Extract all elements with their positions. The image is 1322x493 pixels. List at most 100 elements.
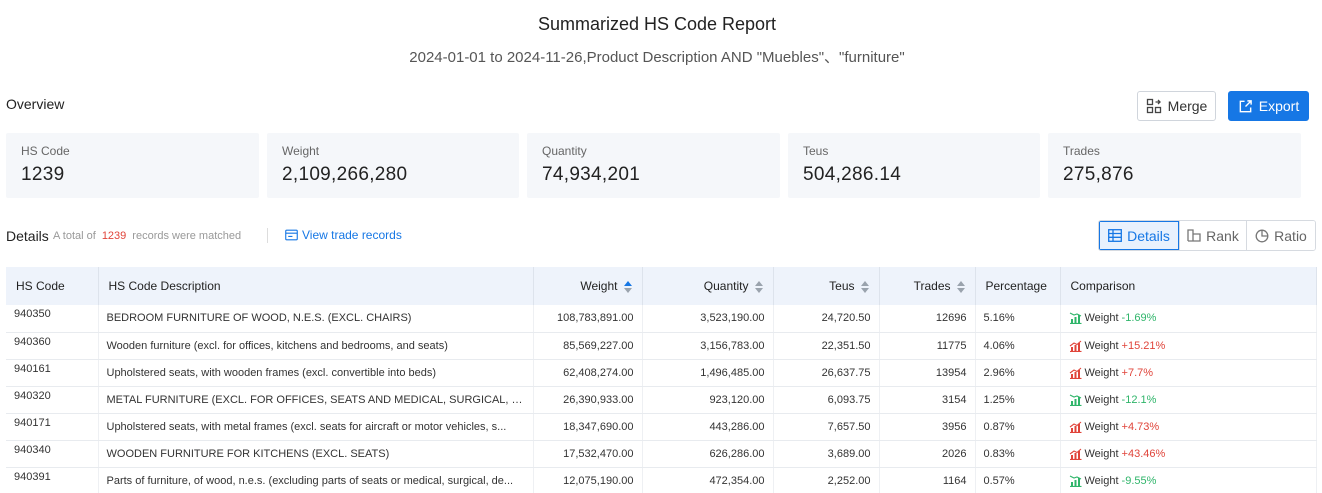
meta-prefix: A total of: [53, 230, 96, 242]
comparison-label: Weight: [1084, 474, 1119, 487]
trend-down-icon: [1069, 475, 1081, 487]
comparison-cell: Weight +4.73%: [1060, 413, 1317, 441]
hs-code-cell: 940340: [6, 440, 99, 468]
percentage-cell: 4.06%: [975, 332, 1061, 360]
stat-card-quantity: Quantity 74,934,201: [527, 133, 780, 198]
sort-icon[interactable]: [623, 280, 632, 293]
comparison-label: Weight: [1084, 366, 1119, 379]
trades-cell: 2026: [879, 440, 976, 468]
trend-up-icon: [1069, 367, 1081, 379]
table-row[interactable]: 940340 WOODEN FURNITURE FOR KITCHENS (EXC…: [6, 440, 1317, 468]
table-row[interactable]: 940391 Parts of furniture, of wood, n.e.s…: [6, 467, 1317, 493]
records-icon: [285, 229, 298, 241]
rank-icon: [1187, 229, 1201, 242]
tab-ratio[interactable]: Ratio: [1246, 221, 1315, 250]
teus-cell: 24,720.50: [773, 305, 880, 333]
hs-code-cell: 940360: [6, 332, 99, 360]
tab-ratio-label: Ratio: [1274, 227, 1307, 244]
description-cell: METAL FURNITURE (EXCL. FOR OFFICES, SEAT…: [98, 386, 534, 414]
comparison-cell: Weight -12.1%: [1060, 386, 1317, 414]
stat-card-trades: Trades 275,876: [1048, 133, 1301, 198]
quantity-cell: 472,354.00: [642, 467, 774, 493]
teus-cell: 22,351.50: [773, 332, 880, 360]
sort-icon[interactable]: [754, 280, 763, 293]
weight-cell: 18,347,690.00: [533, 413, 643, 441]
export-button-label: Export: [1258, 98, 1300, 114]
stat-label: Quantity: [542, 144, 587, 158]
comparison-cell: Weight -1.69%: [1060, 305, 1317, 333]
column-header-comparison: Comparison: [1060, 267, 1317, 305]
hs-code-cell: 940161: [6, 359, 99, 387]
stat-value: 504,286.14: [803, 164, 902, 185]
export-button[interactable]: Export: [1228, 91, 1309, 121]
quantity-cell: 443,286.00: [642, 413, 774, 441]
records-count: 1239: [101, 230, 127, 242]
column-header-quantity[interactable]: Quantity: [642, 267, 774, 305]
teus-cell: 26,637.75: [773, 359, 880, 387]
stat-value: 74,934,201: [542, 164, 641, 185]
tab-rank-label: Rank: [1206, 227, 1239, 244]
table-row[interactable]: 940320 METAL FURNITURE (EXCL. FOR OFFICES…: [6, 386, 1317, 414]
comparison-label: Weight: [1084, 420, 1119, 433]
stat-value: 2,109,266,280: [282, 164, 408, 185]
stat-value: 1239: [21, 164, 65, 185]
comparison-value: +4.73%: [1121, 420, 1160, 433]
table-body: 940350 BEDROOM FURNITURE OF WOOD, N.E.S. …: [6, 305, 1317, 493]
description-cell: Upholstered seats, with wooden frames (e…: [98, 359, 534, 387]
merge-button[interactable]: Merge: [1137, 91, 1216, 121]
tab-details[interactable]: Details: [1099, 221, 1179, 250]
description-cell: Parts of furniture, of wood, n.e.s. (exc…: [98, 467, 534, 493]
table-row[interactable]: 940171 Upholstered seats, with metal fram…: [6, 413, 1317, 441]
export-icon: [1239, 99, 1252, 112]
sort-icon[interactable]: [956, 280, 965, 293]
column-header-trades[interactable]: Trades: [879, 267, 976, 305]
view-trade-records-link[interactable]: View trade records: [285, 228, 402, 242]
comparison-label: Weight: [1084, 312, 1119, 325]
trend-up-icon: [1069, 448, 1081, 460]
pie-chart-icon: [1255, 229, 1269, 242]
description-cell: Upholstered seats, with metal frames (ex…: [98, 413, 534, 441]
comparison-cell: Weight +15.21%: [1060, 332, 1317, 360]
quantity-cell: 3,156,783.00: [642, 332, 774, 360]
column-header-hs-code: HS Code: [6, 267, 99, 305]
trades-cell: 3154: [879, 386, 976, 414]
weight-cell: 12,075,190.00: [533, 467, 643, 493]
stat-card-teus: Teus 504,286.14: [788, 133, 1040, 198]
meta-suffix: records were matched: [132, 230, 242, 242]
weight-cell: 85,569,227.00: [533, 332, 643, 360]
trades-cell: 13954: [879, 359, 976, 387]
trades-cell: 3956: [879, 413, 976, 441]
quantity-cell: 923,120.00: [642, 386, 774, 414]
description-cell: Wooden furniture (excl. for offices, kit…: [98, 332, 534, 360]
comparison-value: -1.69%: [1121, 312, 1157, 325]
percentage-cell: 0.57%: [975, 467, 1061, 493]
percentage-cell: 1.25%: [975, 386, 1061, 414]
percentage-cell: 2.96%: [975, 359, 1061, 387]
stat-value: 275,876: [1063, 164, 1134, 185]
stat-card-weight: Weight 2,109,266,280: [267, 133, 519, 198]
trend-up-icon: [1069, 340, 1081, 352]
stat-label: Weight: [282, 144, 320, 158]
comparison-value: -9.55%: [1121, 474, 1157, 487]
table-row[interactable]: 940161 Upholstered seats, with wooden fra…: [6, 359, 1317, 387]
comparison-value: +15.21%: [1121, 339, 1166, 352]
sort-icon[interactable]: [860, 280, 869, 293]
percentage-cell: 0.87%: [975, 413, 1061, 441]
teus-cell: 2,252.00: [773, 467, 880, 493]
column-header-teus[interactable]: Teus: [773, 267, 880, 305]
trades-cell: 11775: [879, 332, 976, 360]
hs-code-cell: 940350: [6, 305, 99, 333]
description-cell: WOODEN FURNITURE FOR KITCHENS (EXCL. SEA…: [98, 440, 534, 468]
table-row[interactable]: 940360 Wooden furniture (excl. for office…: [6, 332, 1317, 360]
tab-rank[interactable]: Rank: [1179, 221, 1246, 250]
tab-details-label: Details: [1127, 227, 1170, 244]
table-header-row: HS Code HS Code Description Weight Quant…: [6, 267, 1317, 305]
overview-heading: Overview: [6, 96, 65, 112]
comparison-cell: Weight -9.55%: [1060, 467, 1317, 493]
quantity-cell: 626,286.00: [642, 440, 774, 468]
column-header-weight[interactable]: Weight: [533, 267, 643, 305]
description-cell: BEDROOM FURNITURE OF WOOD, N.E.S. (EXCL.…: [98, 305, 534, 333]
table-row[interactable]: 940350 BEDROOM FURNITURE OF WOOD, N.E.S. …: [6, 305, 1317, 333]
hs-code-cell: 940320: [6, 386, 99, 414]
percentage-cell: 0.83%: [975, 440, 1061, 468]
